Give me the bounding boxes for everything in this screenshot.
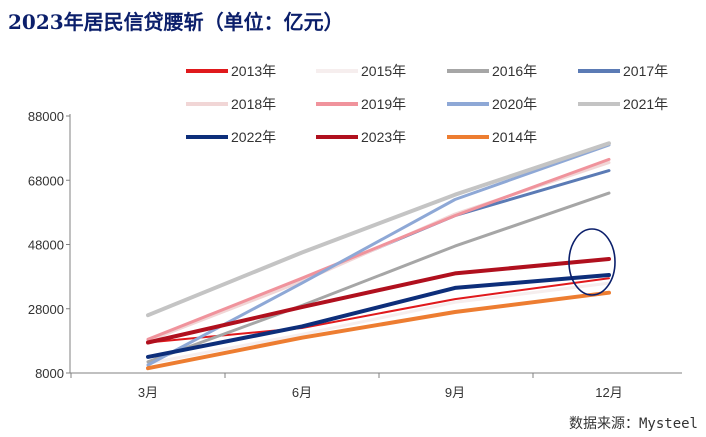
legend-label: 2018年 [231,96,276,112]
y-tick-label: 48000 [28,238,64,253]
legend-label: 2021年 [623,96,668,112]
legend-label: 2020年 [492,96,537,112]
series-line-2020年 [146,143,611,367]
y-tick-label: 68000 [28,173,64,188]
y-tick-label: 8000 [35,366,64,381]
x-tick-label: 12月 [595,385,622,400]
source-note: 数据来源：Mysteel [568,416,698,432]
chart-title: 2023年居民信贷腰斩（单位：亿元） [8,10,344,34]
series-line-2014年 [146,290,611,371]
legend-label: 2022年 [231,129,276,145]
legend: 2013年 2015年 2016年 2017年 2018年 2019年 2020年 2021年… [186,63,668,145]
series-line-2016年 [146,191,611,364]
legend-label: 2014年 [492,129,537,145]
highlight-ellipse [568,228,616,296]
series-line-2019年 [146,157,611,341]
x-tick-label: 6月 [292,385,312,400]
series-line-2022年 [146,273,611,359]
series-line-2013年 [147,277,610,344]
legend-label: 2015年 [361,63,406,79]
x-tick-label: 9月 [445,385,465,400]
y-tick-label: 28000 [28,302,64,317]
x-tick-label: 3月 [138,385,158,400]
legend-label: 2013年 [231,63,276,79]
legend-label: 2019年 [361,96,406,112]
legend-label: 2023年 [361,129,406,145]
series-line-2015年 [146,281,611,365]
legend-label: 2017年 [623,63,668,79]
y-tick-label: 88000 [28,109,64,124]
series-line-2023年 [146,257,611,345]
axes: 8000 28000 48000 68000 88000 3月 6月 9月 12月 [28,109,682,400]
legend-label: 2016年 [492,63,537,79]
series-line-2021年 [146,141,611,318]
plot-area [146,141,611,371]
